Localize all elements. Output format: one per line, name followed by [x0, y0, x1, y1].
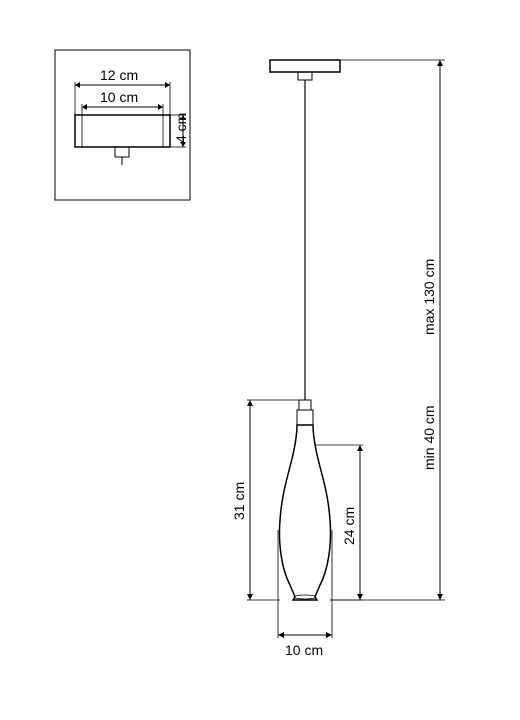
max-height-label: max 130 cm: [421, 259, 437, 335]
canopy-outer-width-label: 12 cm: [100, 67, 138, 83]
glass-width-dim: 10 cm: [278, 530, 332, 658]
glass-body-height-label: 24 cm: [341, 507, 357, 545]
glass-height-dim: 31 cm: [231, 400, 299, 600]
canopy-inner-width-label: 10 cm: [100, 89, 138, 105]
min-height-label: min 40 cm: [421, 405, 437, 470]
glass-width-label: 10 cm: [285, 642, 323, 658]
diagram-container: 12 cm 10 cm 4 cm: [0, 0, 520, 720]
canopy-detail-box: 12 cm 10 cm 4 cm: [55, 50, 190, 200]
pendant-main: [270, 60, 340, 600]
canopy-height-label: 4 cm: [173, 113, 189, 143]
glass-height-label: 31 cm: [231, 482, 247, 520]
technical-drawing: 12 cm 10 cm 4 cm: [0, 0, 520, 720]
